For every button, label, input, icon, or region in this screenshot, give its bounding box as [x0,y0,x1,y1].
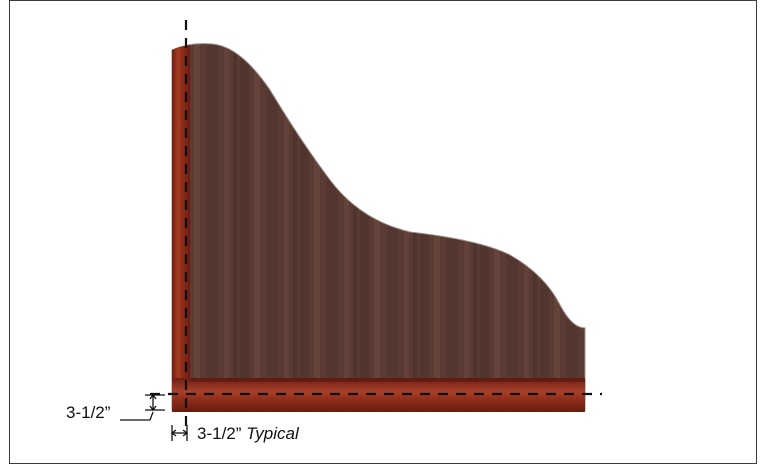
dimension-marker-left [120,393,165,421]
edge-banding-bottom [172,378,585,412]
edge-banding-bottom-inner-shadow [190,378,585,382]
dimension-marker-bottom [170,425,189,441]
desk-panel [171,43,586,411]
dimension-label-left: 3-1/2” [66,404,110,421]
dimension-left-text: 3-1/2” [66,403,111,422]
dimension-bottom-text: 3-1/2” [197,424,242,443]
dimension-label-bottom: 3-1/2” Typical [197,425,299,442]
dimension-typical-text: Typical [246,424,299,443]
edge-banding-left [172,45,190,412]
